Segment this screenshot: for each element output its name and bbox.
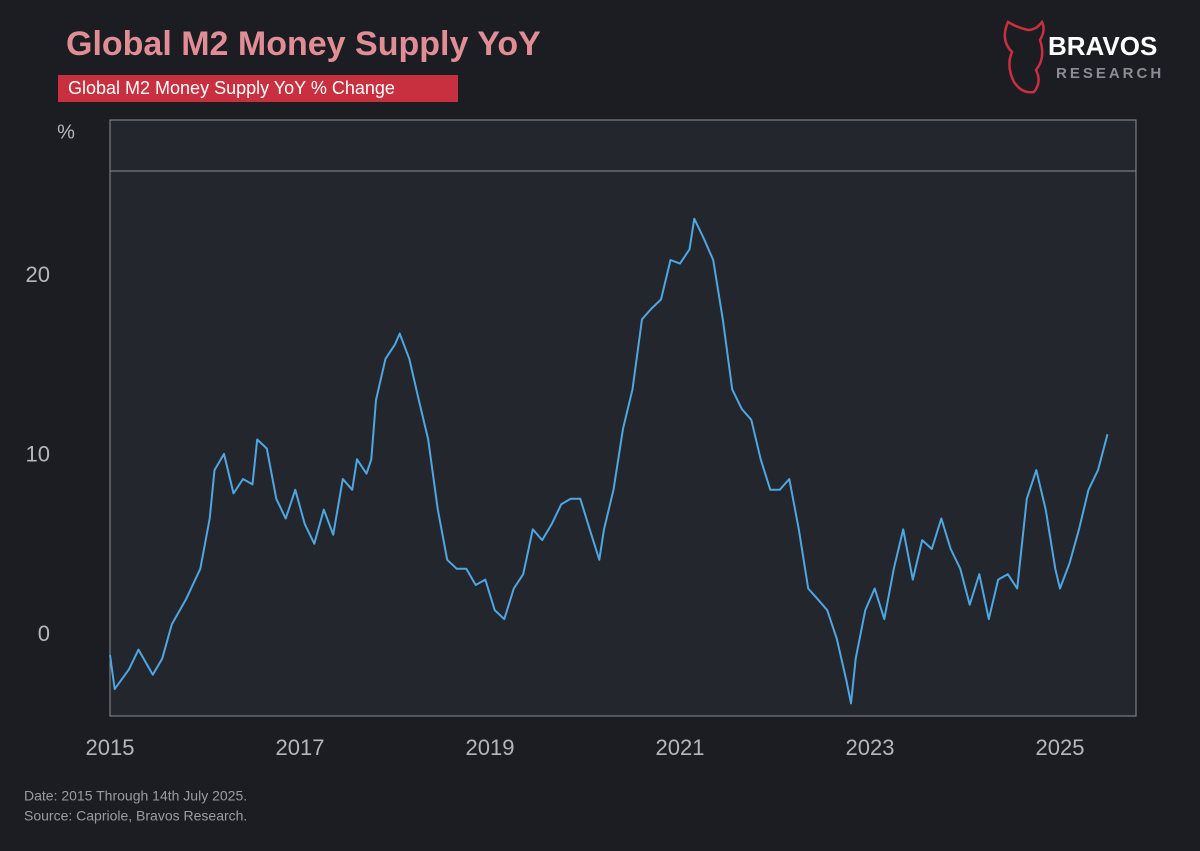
x-tick-label: 2015 [86, 735, 135, 760]
x-tick-label: 2025 [1036, 735, 1085, 760]
x-tick-label: 2023 [846, 735, 895, 760]
note: Date: 2015 Through 14th July 2025. [24, 788, 247, 804]
logo: BRAVOS RESEARCH [1003, 19, 1164, 94]
y-tick-label: 20 [26, 262, 50, 287]
x-tick-label: 2019 [466, 735, 515, 760]
x-tick-label: 2017 [276, 735, 325, 760]
logo-tagline: RESEARCH [1056, 65, 1164, 82]
logo-name: BRAVOS [1048, 31, 1157, 61]
y-axis-label: % [57, 121, 75, 143]
subtitle-box [58, 75, 458, 102]
plot-area [109, 119, 1137, 717]
subtitle: Global M2 Money Supply YoY % Change [68, 78, 395, 98]
note: Source: Capriole, Bravos Research. [24, 808, 247, 824]
y-tick-label: 0 [38, 621, 50, 646]
x-tick-label: 2021 [656, 735, 705, 760]
y-tick-label: 10 [26, 442, 50, 467]
data-line [109, 217, 1109, 705]
logo-icon [1003, 19, 1045, 94]
chart-title: Global M2 Money Supply YoY [66, 25, 541, 63]
